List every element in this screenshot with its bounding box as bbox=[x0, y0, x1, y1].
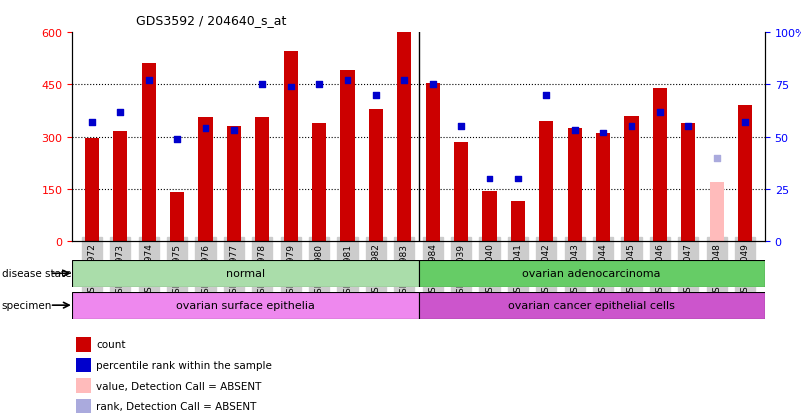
Point bbox=[312, 82, 325, 88]
Bar bbox=[142, 64, 156, 242]
Bar bbox=[284, 52, 298, 242]
Bar bbox=[227, 127, 241, 242]
Text: specimen: specimen bbox=[2, 301, 52, 311]
Point bbox=[227, 128, 240, 134]
Point bbox=[568, 128, 581, 134]
Point bbox=[143, 78, 155, 84]
Bar bbox=[418, 260, 765, 287]
Bar bbox=[653, 89, 667, 242]
Bar bbox=[312, 123, 326, 242]
Bar bbox=[738, 106, 752, 242]
Point bbox=[284, 84, 297, 90]
Bar bbox=[72, 260, 418, 287]
Bar bbox=[681, 123, 695, 242]
Point bbox=[341, 78, 354, 84]
Bar bbox=[710, 183, 724, 242]
Bar bbox=[418, 292, 765, 319]
Text: value, Detection Call = ABSENT: value, Detection Call = ABSENT bbox=[96, 381, 262, 391]
Bar bbox=[340, 71, 355, 242]
Point bbox=[398, 78, 411, 84]
Point bbox=[114, 109, 127, 116]
Text: normal: normal bbox=[226, 268, 265, 279]
Bar bbox=[113, 132, 127, 242]
Bar bbox=[199, 118, 212, 242]
Point bbox=[483, 176, 496, 183]
Bar bbox=[256, 118, 269, 242]
Bar bbox=[368, 109, 383, 242]
Bar bbox=[596, 134, 610, 242]
Point bbox=[86, 119, 99, 126]
Point bbox=[256, 82, 269, 88]
Point bbox=[597, 130, 610, 136]
Bar bbox=[568, 128, 582, 242]
Bar bbox=[397, 33, 412, 242]
Point bbox=[739, 119, 751, 126]
Bar bbox=[72, 292, 418, 319]
Bar bbox=[170, 193, 184, 242]
Point bbox=[369, 93, 382, 99]
Text: count: count bbox=[96, 339, 126, 349]
Point bbox=[682, 123, 694, 130]
Text: disease state: disease state bbox=[2, 269, 71, 279]
Point bbox=[512, 176, 525, 183]
Text: percentile rank within the sample: percentile rank within the sample bbox=[96, 360, 272, 370]
Point bbox=[455, 123, 468, 130]
Point bbox=[171, 136, 183, 143]
Text: rank, Detection Call = ABSENT: rank, Detection Call = ABSENT bbox=[96, 401, 256, 411]
Bar bbox=[425, 83, 440, 242]
Bar bbox=[454, 142, 469, 242]
Point bbox=[540, 93, 553, 99]
Point bbox=[199, 126, 212, 132]
Text: ovarian surface epithelia: ovarian surface epithelia bbox=[176, 300, 315, 311]
Bar bbox=[75, 378, 91, 393]
Bar bbox=[75, 358, 91, 373]
Bar bbox=[539, 122, 553, 242]
Bar bbox=[75, 399, 91, 413]
Text: ovarian adenocarcinoma: ovarian adenocarcinoma bbox=[522, 268, 661, 279]
Bar bbox=[85, 139, 99, 242]
Point bbox=[625, 123, 638, 130]
Bar bbox=[511, 202, 525, 242]
Point bbox=[710, 155, 723, 161]
Bar bbox=[482, 191, 497, 242]
Point bbox=[654, 109, 666, 116]
Bar bbox=[75, 337, 91, 352]
Text: GDS3592 / 204640_s_at: GDS3592 / 204640_s_at bbox=[136, 14, 287, 27]
Point bbox=[426, 82, 439, 88]
Bar bbox=[625, 116, 638, 242]
Text: ovarian cancer epithelial cells: ovarian cancer epithelial cells bbox=[509, 300, 675, 311]
